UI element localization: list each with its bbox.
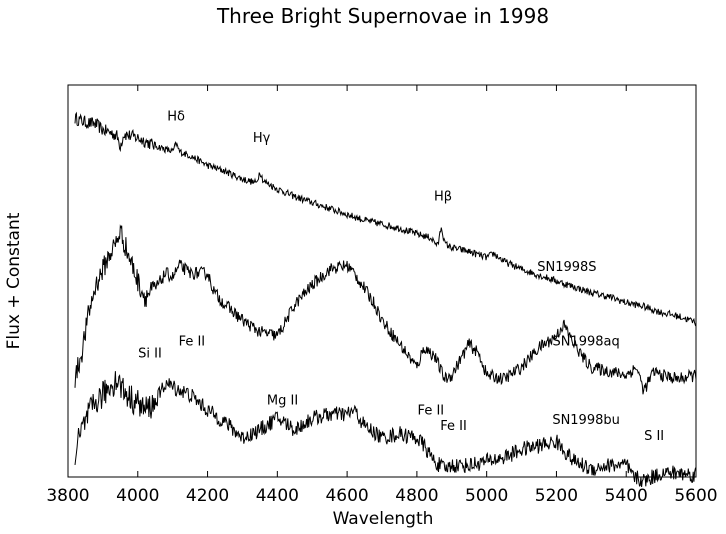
annotation-label: Fe II	[440, 419, 467, 434]
x-tick-label: 4400	[256, 486, 299, 506]
x-tick-label: 4600	[325, 486, 368, 506]
x-tick-label: 4200	[186, 486, 229, 506]
x-tick-label: 5200	[535, 486, 578, 506]
plot-frame	[67, 84, 697, 478]
series-line-sn1998bu	[74, 371, 697, 488]
x-tick-label: 4000	[116, 486, 159, 506]
annotation-label: Hγ	[253, 131, 271, 146]
series-line-sn1998aq	[74, 224, 697, 395]
series-line-sn1998s	[74, 111, 697, 327]
x-tick-label: 4800	[395, 486, 438, 506]
x-tick-label: 5400	[605, 486, 648, 506]
y-axis-label: Flux + Constant	[4, 212, 24, 349]
chart-title: Three Bright Supernovae in 1998	[216, 4, 549, 28]
annotation-label: Mg II	[267, 393, 298, 408]
x-axis-label: Wavelength	[333, 509, 434, 529]
annotation-label: SN1998aq	[552, 335, 619, 350]
x-tick-label: 5600	[674, 486, 717, 506]
x-tick-label: 3800	[46, 486, 89, 506]
x-axis: 3800 4000 4200 4400 4600 4800 5000 5200 5400 5600	[46, 85, 718, 506]
annotation-label: S II	[644, 429, 664, 444]
annotation-label: Hβ	[434, 190, 452, 205]
series-layer	[74, 111, 697, 488]
annotation-label: SN1998bu	[552, 413, 620, 428]
annotation-label: SN1998S	[537, 260, 596, 275]
annotation-label: Fe II	[418, 403, 445, 418]
annotation-label: Hδ	[167, 109, 185, 124]
annotation-label: Si II	[138, 346, 162, 361]
x-tick-label: 5000	[465, 486, 508, 506]
annotation-label: Fe II	[179, 335, 206, 350]
